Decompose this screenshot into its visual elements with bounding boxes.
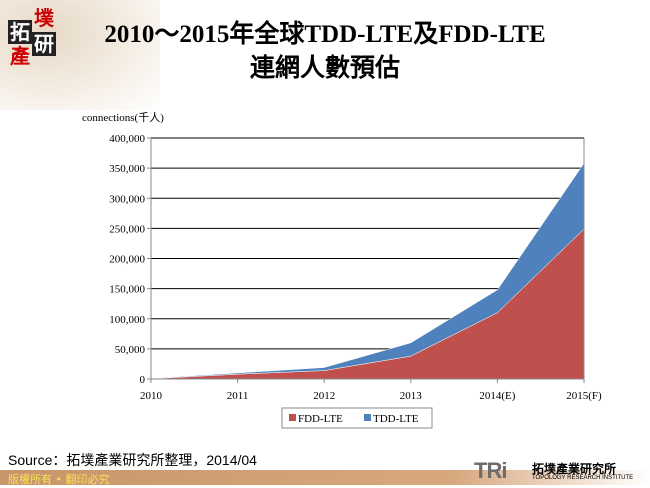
source-note: Source：拓墣產業研究所整理，2014/04 — [8, 452, 257, 468]
legend: FDD-LTE TDD-LTE — [281, 407, 433, 429]
brand-mark: TRi — [474, 458, 507, 483]
chart: connections(千人) 0 50,000 100,000 150,000 200… — [82, 111, 602, 429]
brand-en: TOPOLOGY RESEARCH INSTITUTE — [532, 475, 634, 481]
y-tick-label: 200,000 — [109, 254, 145, 266]
x-tick-label: 2013 — [400, 390, 423, 402]
y-tick-label: 350,000 — [109, 163, 145, 175]
logo-char: 拓 — [8, 20, 32, 44]
logo-char: 產 — [10, 44, 30, 68]
x-tick-label: 2010 — [140, 390, 163, 402]
logo: 拓 墣 產 研 — [8, 6, 60, 68]
header-background — [0, 0, 160, 110]
footer-bar: 版權所有 • 翻印必究 — [0, 470, 650, 486]
brand-cn: 拓墣產業研究所 — [532, 462, 617, 476]
logo-char: 研 — [32, 32, 56, 56]
copyright: 版權所有 • 翻印必究 — [8, 473, 110, 486]
x-tick-label: 2012 — [313, 390, 335, 402]
legend-swatch-fdd — [289, 414, 296, 421]
brand-logo: TRi 拓墣產業研究所 TOPOLOGY RESEARCH INSTITUTE — [474, 458, 633, 484]
x-tick-label: 2011 — [227, 390, 249, 402]
y-tick-label: 150,000 — [109, 284, 145, 296]
legend-label-fdd: FDD-LTE — [298, 413, 343, 425]
y-tick-label: 250,000 — [109, 223, 145, 235]
y-tick-label: 300,000 — [109, 193, 145, 205]
legend-label-tdd: TDD-LTE — [373, 413, 419, 425]
y-tick-label: 0 — [140, 374, 146, 386]
page-title: 2010～2015年全球TDD-LTE及FDD-LTE — [104, 21, 546, 48]
y-axis-label: connections(千人) — [82, 111, 164, 124]
y-tick-label: 400,000 — [109, 133, 145, 145]
x-tick-label: 2014(E) — [479, 390, 515, 402]
y-tick-label: 50,000 — [115, 344, 146, 356]
page-subtitle: 連網人數預估 — [249, 55, 400, 82]
y-tick-label: 100,000 — [109, 314, 145, 326]
logo-char: 墣 — [34, 6, 54, 30]
x-tick-label: 2015(F) — [566, 390, 602, 402]
legend-swatch-tdd — [364, 414, 371, 421]
